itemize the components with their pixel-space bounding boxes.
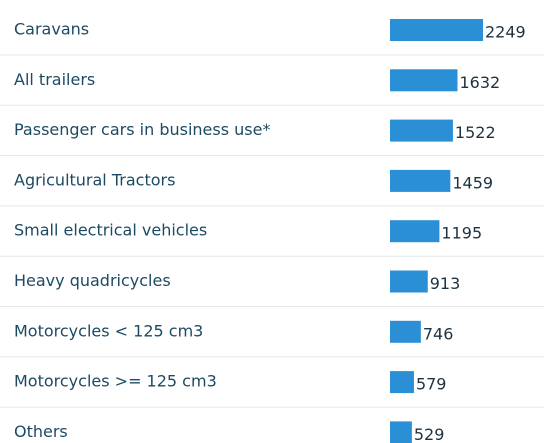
value-label: 746	[423, 324, 454, 343]
category-label: Motorcycles < 125 cm3	[14, 321, 203, 340]
category-label: Others	[14, 422, 68, 441]
value-label: 2249	[485, 23, 526, 42]
bar	[390, 270, 428, 293]
category-label: Passenger cars in business use*	[14, 120, 270, 139]
category-label: Caravans	[14, 20, 89, 39]
bar	[390, 69, 458, 92]
value-label: 529	[414, 425, 445, 443]
bar	[390, 119, 453, 142]
category-label: All trailers	[14, 70, 95, 89]
category-label: Agricultural Tractors	[14, 170, 175, 189]
bar	[390, 320, 421, 343]
value-label: 1195	[441, 224, 482, 243]
bar	[390, 220, 440, 243]
value-label: 1459	[452, 173, 493, 192]
value-label: 1522	[455, 123, 496, 142]
category-label: Small electrical vehicles	[14, 221, 207, 240]
bar	[390, 421, 412, 443]
value-label: 1632	[459, 73, 500, 92]
category-label: Motorcycles >= 125 cm3	[14, 372, 217, 391]
category-label: Heavy quadricycles	[14, 271, 171, 290]
value-label: 913	[430, 274, 461, 293]
bar	[390, 169, 451, 192]
value-label: 579	[416, 375, 447, 394]
bar	[390, 19, 483, 41]
bar	[390, 371, 414, 394]
